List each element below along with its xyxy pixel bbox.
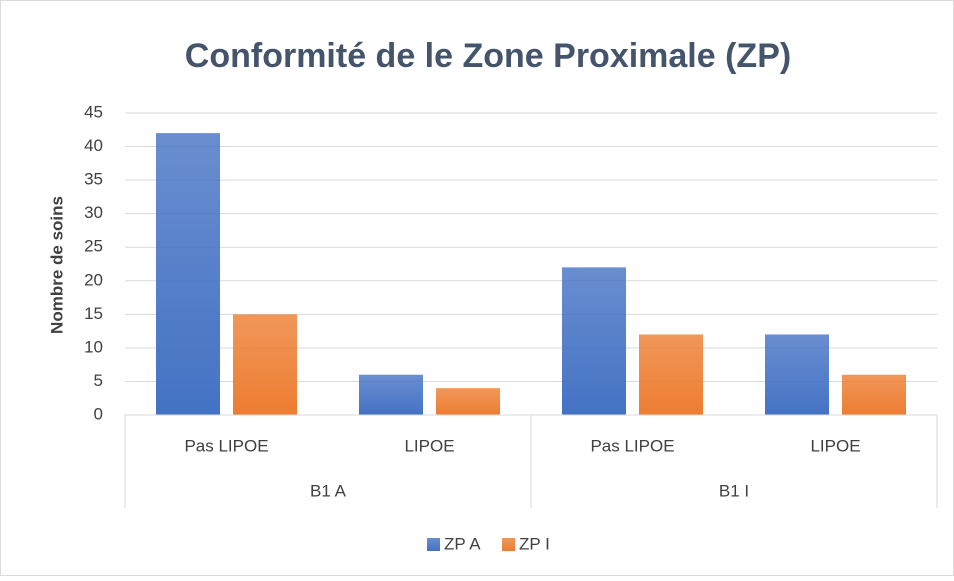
y-tick-label: 45 — [84, 102, 103, 121]
bar — [156, 133, 220, 415]
y-tick-label: 0 — [94, 404, 103, 423]
y-tick-label: 5 — [94, 371, 103, 390]
bar — [233, 314, 297, 415]
x-tick-label: LIPOE — [810, 436, 860, 455]
y-axis-label: Nombre de soins — [47, 196, 66, 334]
legend-label: ZP A — [444, 534, 481, 553]
bar — [639, 334, 703, 415]
y-tick-label: 20 — [84, 270, 103, 289]
legend-swatch — [427, 538, 440, 551]
x-tick-label: LIPOE — [404, 436, 454, 455]
y-tick-label: 35 — [84, 170, 103, 189]
legend-swatch — [502, 538, 515, 551]
x-tick-label: Pas LIPOE — [590, 436, 674, 455]
group-label: B1 I — [719, 481, 749, 500]
chart-title: Conformité de le Zone Proximale (ZP) — [185, 37, 791, 75]
group-label: B1 A — [310, 481, 347, 500]
y-tick-label: 25 — [84, 237, 103, 256]
legend-label: ZP I — [519, 534, 550, 553]
bar — [359, 374, 423, 415]
x-tick-label: Pas LIPOE — [184, 436, 268, 455]
bar — [765, 334, 829, 415]
y-tick-label: 15 — [84, 304, 103, 323]
bar — [842, 374, 906, 415]
y-tick-label: 10 — [84, 337, 103, 356]
y-tick-label: 30 — [84, 203, 103, 222]
bar — [562, 267, 626, 415]
bar — [436, 388, 500, 415]
y-tick-label: 40 — [84, 136, 103, 155]
